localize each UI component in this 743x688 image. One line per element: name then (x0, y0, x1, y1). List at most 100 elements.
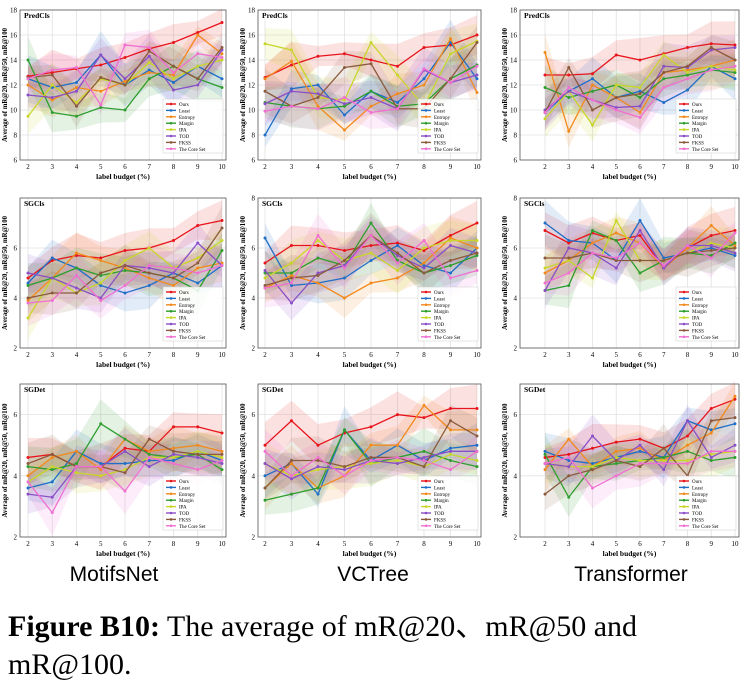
legend-marker (424, 322, 428, 326)
axes-frame (19, 197, 227, 349)
data-point (343, 98, 346, 102)
data-point (449, 236, 452, 240)
data-point (196, 83, 200, 87)
axes-frame (19, 383, 227, 538)
x-tick-label: 9 (196, 351, 200, 359)
x-tick-label: 10 (474, 163, 482, 171)
data-point (172, 276, 175, 280)
data-point (422, 46, 426, 49)
x-tick-label: 6 (123, 351, 127, 359)
data-point (396, 462, 399, 466)
data-point (290, 492, 293, 496)
data-point (449, 419, 452, 423)
legend-marker (682, 128, 686, 131)
legend-marker (169, 316, 173, 319)
x-tick-label: 9 (449, 163, 453, 171)
y-axis-label: Average of mR@20, mR@50, mR@100 (502, 27, 509, 142)
y-tick-label: 18 (248, 7, 256, 15)
data-point (147, 54, 151, 58)
data-point (422, 261, 426, 265)
data-point (50, 98, 54, 102)
data-point (172, 284, 175, 287)
data-point (567, 452, 571, 456)
data-point (75, 86, 78, 89)
y-axis-label: Average of mR@20, mR@50, mR@100 (240, 27, 247, 142)
data-point (662, 446, 666, 450)
legend-marker (169, 505, 173, 508)
data-point (263, 102, 267, 106)
y-tick-label: 2 (14, 345, 18, 353)
legend-label: Ours (179, 480, 189, 485)
legend-marker (169, 335, 173, 339)
data-point (614, 455, 618, 459)
legend-marker (424, 329, 428, 332)
x-tick-label: 9 (196, 163, 200, 171)
legend-label: The Core Set (434, 525, 461, 530)
x-tick-label: 5 (615, 351, 619, 359)
data-point (26, 316, 30, 320)
x-tick-label: 8 (172, 351, 176, 359)
data-point (75, 465, 78, 469)
legend-label: TOD (179, 512, 190, 517)
band-entropy (265, 26, 477, 141)
legend-marker (424, 486, 428, 489)
data-point (369, 89, 373, 93)
legend-label: TOD (434, 135, 445, 140)
x-tick-label: 2 (263, 351, 267, 359)
data-point (172, 425, 175, 429)
data-point (220, 77, 224, 81)
data-point (638, 462, 642, 466)
data-point (449, 271, 452, 275)
data-point (263, 133, 267, 137)
data-point (316, 443, 320, 447)
data-point (343, 104, 346, 108)
y-tick-label: 6 (252, 411, 256, 419)
x-tick-label: 7 (662, 540, 666, 548)
data-point (733, 254, 737, 257)
legend-marker (424, 290, 428, 294)
data-point (567, 129, 571, 133)
data-point (422, 465, 426, 469)
legend-marker (424, 498, 428, 502)
data-point (614, 266, 618, 270)
data-point (75, 462, 78, 466)
y-axis-label: Average of mR@20, mR@50, mR@100 (2, 215, 9, 330)
data-point (172, 239, 175, 242)
x-tick-label: 6 (638, 351, 642, 359)
x-tick-label: 9 (449, 540, 453, 548)
x-tick-label: 7 (396, 540, 400, 548)
data-point (316, 244, 320, 247)
legend-marker (682, 303, 686, 307)
data-point (543, 462, 547, 466)
data-point (567, 239, 571, 242)
data-point (422, 67, 426, 71)
y-tick-label: 8 (252, 195, 256, 203)
legend-marker (169, 511, 173, 515)
data-point (638, 96, 642, 99)
data-point (567, 259, 571, 262)
data-point (567, 474, 571, 478)
data-point (196, 281, 200, 285)
y-tick-label: 10 (248, 107, 256, 115)
data-point (316, 281, 320, 285)
data-point (733, 394, 737, 398)
legend-label: Ours (434, 480, 444, 485)
data-point (567, 73, 571, 77)
data-point (614, 449, 618, 453)
data-point (733, 422, 737, 426)
data-point (172, 452, 175, 456)
data-point (733, 251, 737, 255)
legend-label: Entropy (692, 493, 709, 498)
data-point (369, 281, 373, 285)
data-point (369, 244, 373, 247)
data-point (290, 87, 293, 91)
data-point (123, 249, 127, 252)
legend-label: Entropy (692, 116, 709, 121)
legend-marker (169, 303, 173, 307)
data-point (50, 259, 54, 262)
x-tick-label: 4 (591, 163, 595, 171)
x-axis-label: label budget (%) (343, 549, 397, 558)
data-point (50, 96, 54, 99)
